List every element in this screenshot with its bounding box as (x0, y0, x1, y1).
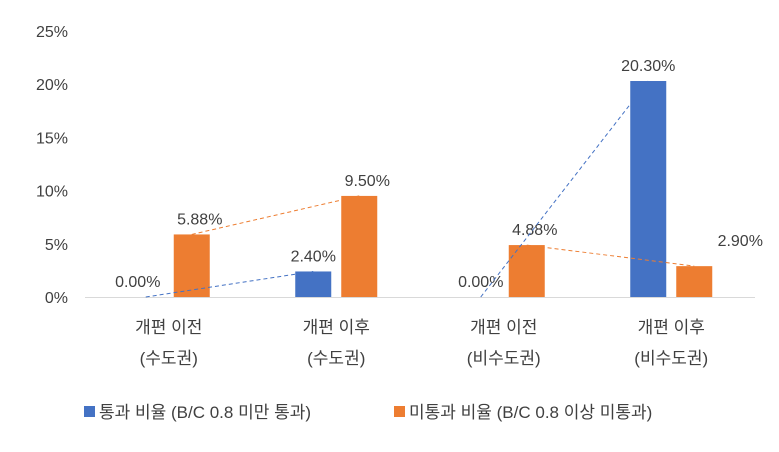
x-tick-label: (비수도권) (467, 349, 541, 368)
data-label: 20.30% (621, 58, 675, 75)
data-label: 4.88% (512, 222, 557, 239)
y-tick-label: 15% (36, 130, 68, 147)
trend-line (191, 195, 360, 235)
x-tick-label: 개편 이후 (303, 318, 370, 337)
bar (295, 271, 332, 297)
y-tick-label: 10% (36, 184, 68, 201)
x-tick-label: 개편 이전 (470, 318, 537, 337)
trend-line (526, 244, 695, 267)
bar (173, 234, 210, 297)
y-tick-label: 20% (36, 77, 68, 94)
bar (630, 81, 667, 298)
legend-swatch (394, 406, 405, 417)
data-label: 0.00% (115, 274, 160, 291)
bar (341, 195, 378, 297)
x-tick-label: (수도권) (140, 349, 198, 368)
y-tick-label: 25% (36, 24, 68, 41)
x-tick-label: 개편 이후 (638, 318, 705, 337)
y-tick-label: 5% (45, 237, 68, 254)
x-tick-label: (비수도권) (634, 349, 708, 368)
bar (508, 245, 545, 297)
legend-swatch (84, 406, 95, 417)
data-label: 9.50% (345, 173, 390, 190)
legend-label: 미통과 비율 (B/C 0.8 이상 미통과) (409, 403, 652, 422)
data-label: 0.00% (458, 274, 503, 291)
data-label: 2.40% (291, 248, 336, 265)
data-label: 2.90% (718, 233, 763, 250)
trend-line (480, 80, 649, 298)
bar (676, 266, 713, 297)
y-tick-label: 0% (45, 290, 68, 307)
x-tick-label: 개편 이전 (135, 318, 202, 337)
data-label: 5.88% (177, 211, 222, 228)
trend-line (145, 270, 314, 298)
legend-label: 통과 비율 (B/C 0.8 미만 통과) (99, 403, 311, 422)
x-tick-label: (수도권) (307, 349, 365, 368)
